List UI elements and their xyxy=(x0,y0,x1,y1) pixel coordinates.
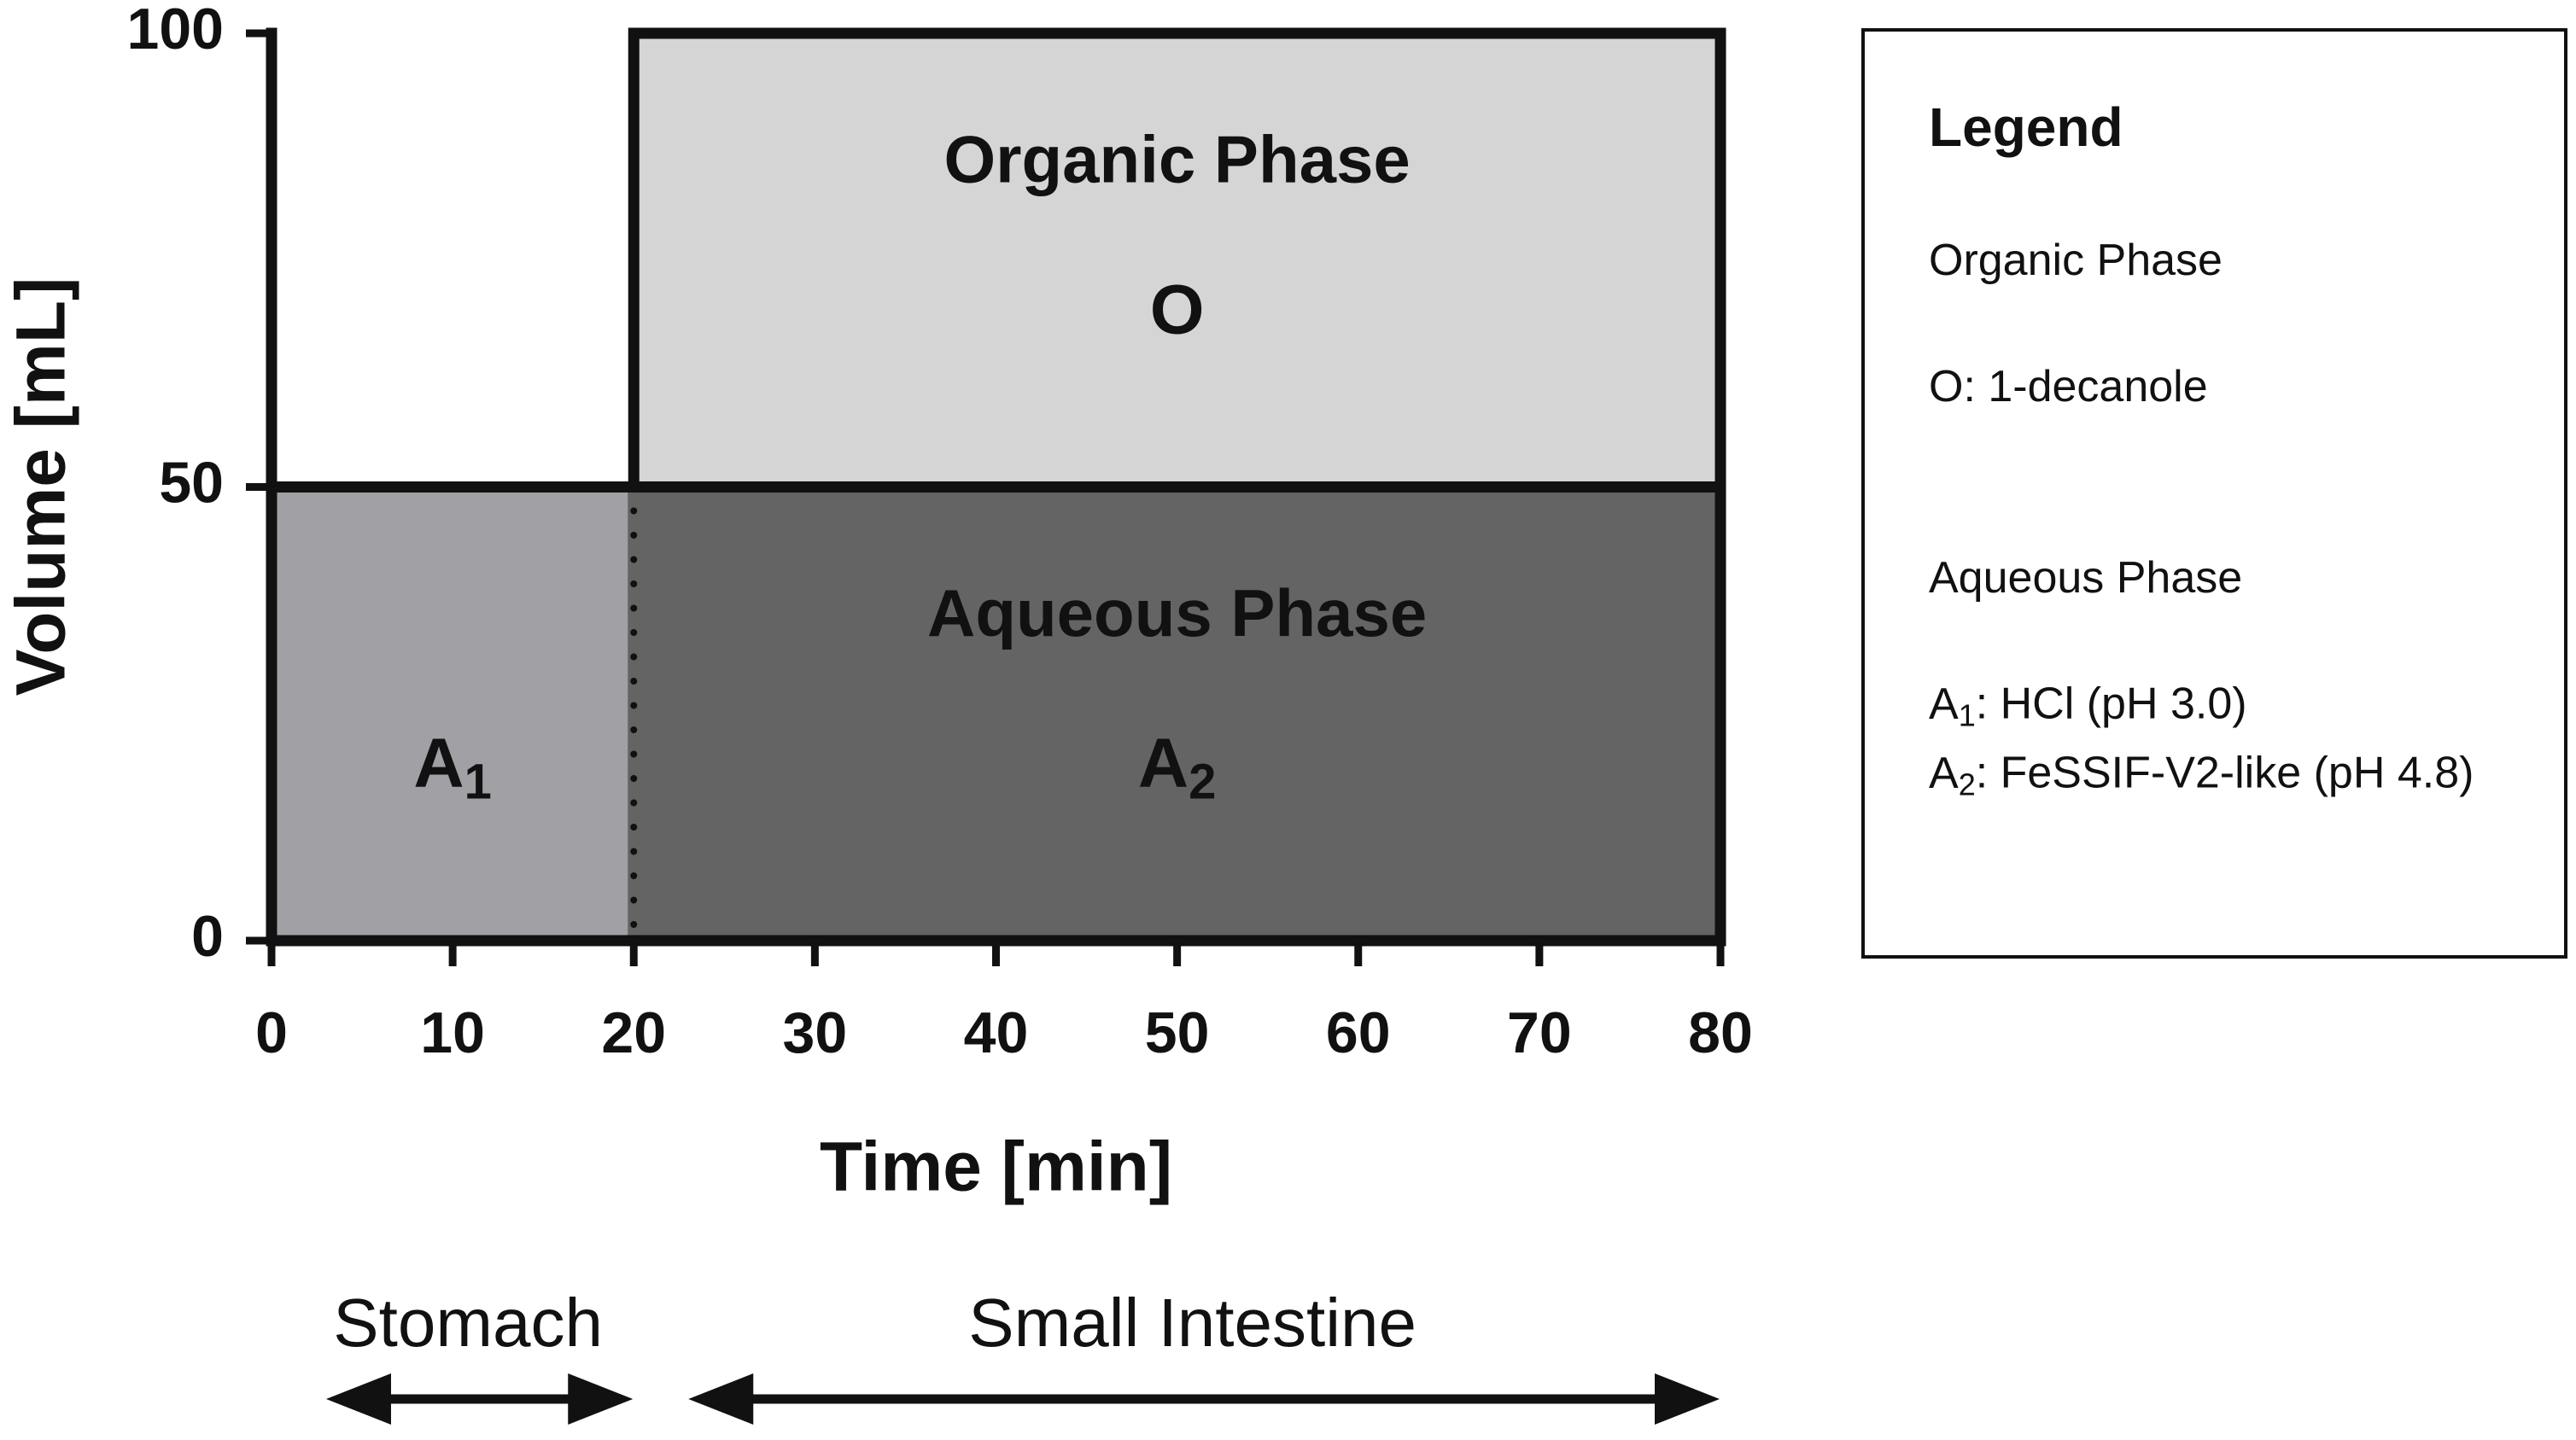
region-title: Aqueous Phase xyxy=(927,575,1427,650)
legend-text: Aqueous Phase xyxy=(1929,553,2242,603)
legend-text: : HCl (pH 3.0) xyxy=(1976,679,2247,728)
legend-sub: 2 xyxy=(1959,767,1976,802)
x-tick-label: 0 xyxy=(255,1000,288,1065)
x-tick-label: 10 xyxy=(420,1000,485,1065)
legend-sub: 1 xyxy=(1959,697,1976,732)
arrow-head xyxy=(1655,1373,1720,1425)
region xyxy=(628,27,1726,493)
legend-entry: A2: FeSSIF-V2-like (pH 4.8) xyxy=(1929,748,2474,802)
region xyxy=(266,481,640,947)
x-tick-label: 70 xyxy=(1507,1000,1572,1065)
legend-entry: O: 1-decanole xyxy=(1929,362,2208,411)
region-label-sub: 2 xyxy=(1189,755,1216,810)
y-tick-label: 100 xyxy=(127,0,224,61)
arrow-head xyxy=(568,1373,634,1425)
legend-entry: Organic Phase xyxy=(1929,236,2223,285)
region-label-text: O xyxy=(1150,271,1205,348)
region-label-text: A xyxy=(413,725,464,802)
legend-text: Organic Phase xyxy=(1929,236,2223,285)
x-tick-label: 30 xyxy=(783,1000,848,1065)
y-axis-label: Volume [mL] xyxy=(3,277,80,696)
legend-box xyxy=(1861,28,2567,959)
x-tick-label: 40 xyxy=(964,1000,1029,1065)
x-tick-label: 50 xyxy=(1145,1000,1210,1065)
region-title: Organic Phase xyxy=(944,122,1411,197)
region xyxy=(628,481,1726,947)
legend-entry: Aqueous Phase xyxy=(1929,553,2242,603)
arrow-head xyxy=(326,1373,391,1425)
legend-text: : FeSSIF-V2-like (pH 4.8) xyxy=(1976,748,2474,797)
legend-title: Legend xyxy=(1929,96,2123,158)
x-tick-label: 60 xyxy=(1326,1000,1391,1065)
x-tick-label: 20 xyxy=(601,1000,666,1065)
legend-symbol: A xyxy=(1929,749,1959,798)
region-label: O xyxy=(1150,271,1205,348)
segment-label: Small Intestine xyxy=(968,1285,1417,1361)
region-label: A2 xyxy=(1138,725,1216,810)
x-tick-label: 80 xyxy=(1688,1000,1753,1065)
region-label-text: A xyxy=(1138,725,1189,802)
region-label: A1 xyxy=(413,725,491,810)
legend-symbol: A xyxy=(1929,679,1959,729)
legend-text: O: 1-decanole xyxy=(1929,362,2208,411)
segment-label: Stomach xyxy=(333,1285,603,1361)
legend-entry: A1: HCl (pH 3.0) xyxy=(1929,679,2247,732)
y-tick-label: 0 xyxy=(191,904,224,969)
arrow-head xyxy=(688,1373,754,1425)
x-axis-label: Time [min] xyxy=(820,1128,1172,1206)
region-label-sub: 1 xyxy=(464,755,492,810)
y-tick-label: 50 xyxy=(159,450,224,515)
